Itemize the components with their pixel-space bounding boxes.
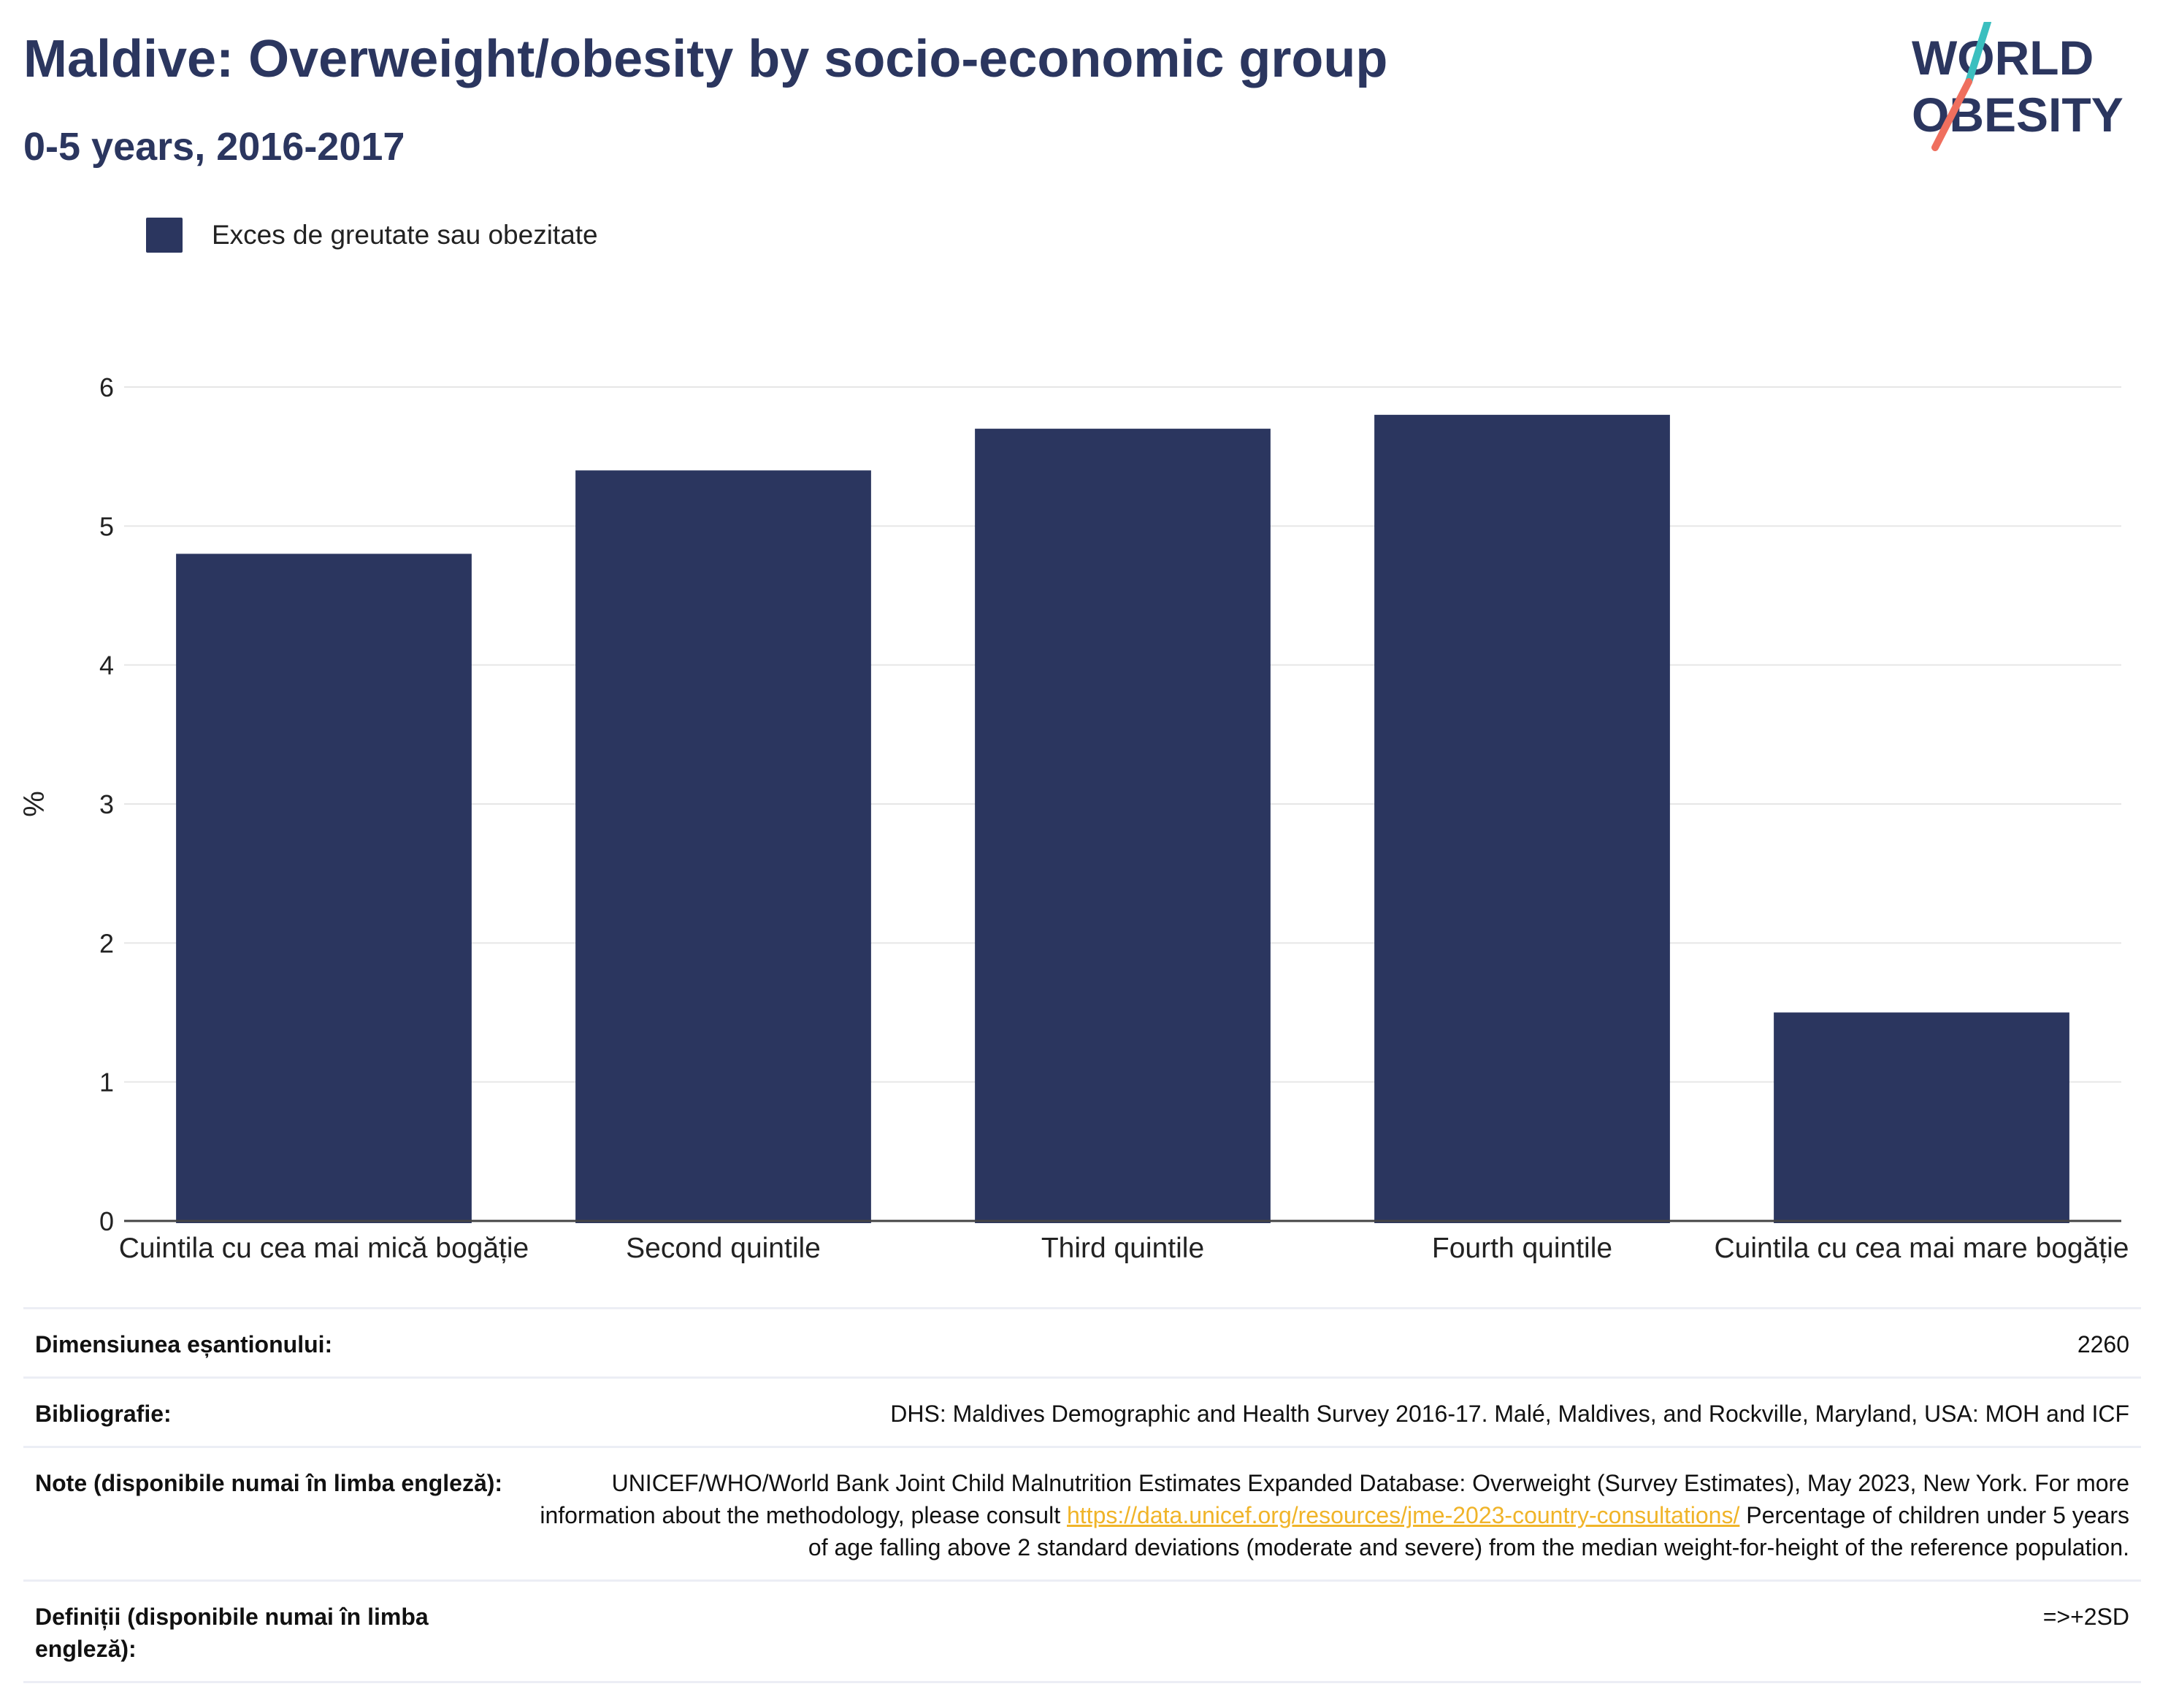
info-row-bibliography: Bibliografie: DHS: Maldives Demographic … xyxy=(23,1376,2141,1446)
bar xyxy=(575,470,871,1224)
methodology-link[interactable]: https://data.unicef.org/resources/jme-20… xyxy=(1066,1502,1740,1528)
bar xyxy=(176,554,472,1223)
y-tick-label: 1 xyxy=(99,1068,114,1098)
logo-slash-bottom xyxy=(1931,78,1972,151)
notes-line1: UNICEF/WHO/World Bank Joint Child Malnut… xyxy=(611,1470,1970,1496)
legend-label: Exces de greutate sau obezitate xyxy=(212,220,598,250)
sample-size-value: 2260 xyxy=(2077,1331,2129,1357)
x-tick-label: Third quintile xyxy=(1041,1233,1204,1264)
notes-line3: Percentage of children under 5 years of … xyxy=(808,1502,2129,1560)
y-tick-label: 5 xyxy=(99,511,114,541)
info-row-definitions: Definiții (disponibile numai în limba en… xyxy=(23,1579,2141,1683)
y-tick-label: 6 xyxy=(99,372,114,402)
page-title: Maldive: Overweight/obesity by socio-eco… xyxy=(23,30,1388,88)
logo-text-obesity: OBESITY xyxy=(1912,88,2123,142)
bar xyxy=(1774,1012,2069,1223)
notes-label: Note (disponibile numai în limba engleză… xyxy=(35,1470,503,1496)
y-axis-label: % xyxy=(18,791,50,817)
logo-text-world: WORLD xyxy=(1912,31,2094,85)
y-tick-label: 2 xyxy=(99,928,114,958)
legend-swatch xyxy=(146,218,183,253)
chart-legend[interactable]: Exces de greutate sau obezitate xyxy=(146,217,598,253)
info-table: Dimensiunea eșantionului: 2260 Bibliogra… xyxy=(23,1307,2141,1683)
logo-slash-top xyxy=(1965,22,1991,85)
y-tick-label: 0 xyxy=(99,1206,114,1236)
x-tick-label: Cuintila cu cea mai mică bogăție xyxy=(119,1233,529,1264)
x-tick-label: Cuintila cu cea mai mare bogăție xyxy=(1715,1233,2129,1264)
definitions-value: =>+2SD xyxy=(2042,1604,2129,1630)
info-row-notes: Note (disponibile numai în limba engleză… xyxy=(23,1446,2141,1579)
y-tick-label: 3 xyxy=(99,789,114,819)
notes-value: UNICEF/WHO/World Bank Joint Child Malnut… xyxy=(532,1467,2129,1563)
bar-chart: 0 1 2 3 4 5 6% Cuintila cu cea mai mică bogăție… xyxy=(18,372,2129,1264)
y-tick-label: 4 xyxy=(99,651,114,681)
notes-line2: York. For more information about the met… xyxy=(540,1470,2129,1528)
definitions-label: Definiții (disponibile numai în limba en… xyxy=(35,1604,429,1662)
x-tick-label: Fourth quintile xyxy=(1432,1233,1612,1264)
x-tick-label: Second quintile xyxy=(626,1233,821,1264)
world-obesity-logo: WORLD OBESITY xyxy=(1912,22,2123,151)
bibliography-label: Bibliografie: xyxy=(35,1401,172,1427)
bar xyxy=(975,429,1271,1223)
bar xyxy=(1374,415,1670,1223)
info-row-sample-size: Dimensiunea eșantionului: 2260 xyxy=(23,1307,2141,1376)
bibliography-value: DHS: Maldives Demographic and Health Sur… xyxy=(890,1401,2129,1427)
sample-size-label: Dimensiunea eșantionului: xyxy=(35,1331,333,1357)
page-subtitle: 0-5 years, 2016-2017 xyxy=(23,125,405,169)
